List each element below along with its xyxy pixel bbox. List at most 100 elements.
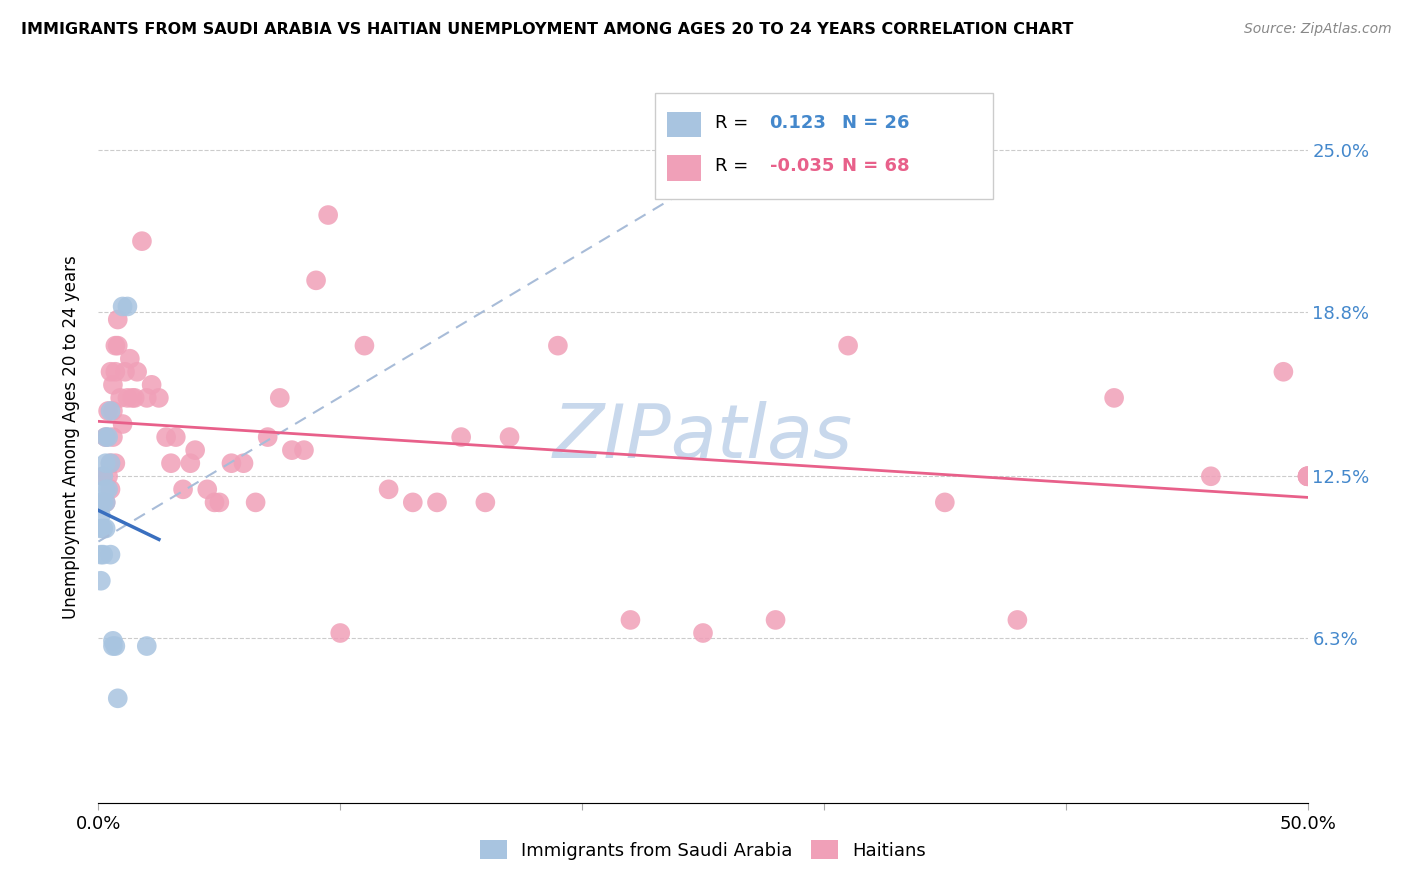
Point <box>184 443 207 458</box>
Point <box>135 391 157 405</box>
Point <box>1272 365 1295 379</box>
Point <box>305 273 328 287</box>
Point <box>104 639 127 653</box>
Point <box>256 430 278 444</box>
Point <box>107 691 129 706</box>
Point <box>117 391 139 405</box>
Point <box>692 626 714 640</box>
Point <box>329 626 352 640</box>
Point <box>108 391 131 405</box>
Point <box>91 521 114 535</box>
Point <box>131 234 153 248</box>
Point <box>232 456 254 470</box>
Point <box>107 339 129 353</box>
Point <box>292 443 315 458</box>
Point <box>94 430 117 444</box>
Legend: Immigrants from Saudi Arabia, Haitians: Immigrants from Saudi Arabia, Haitians <box>472 833 934 867</box>
Text: N = 68: N = 68 <box>842 158 910 176</box>
Point <box>547 339 569 353</box>
FancyBboxPatch shape <box>666 155 700 181</box>
Point <box>101 404 124 418</box>
Point <box>1102 391 1125 405</box>
Point <box>474 495 496 509</box>
Point <box>94 483 117 497</box>
Point <box>426 495 449 509</box>
Point <box>1007 613 1029 627</box>
Point <box>90 508 112 523</box>
Point <box>765 613 787 627</box>
Point <box>165 430 187 444</box>
Point <box>94 495 117 509</box>
Point <box>117 300 139 314</box>
Point <box>172 483 194 497</box>
Point <box>100 456 122 470</box>
Point <box>107 312 129 326</box>
Point <box>377 483 399 497</box>
Text: IMMIGRANTS FROM SAUDI ARABIA VS HAITIAN UNEMPLOYMENT AMONG AGES 20 TO 24 YEARS C: IMMIGRANTS FROM SAUDI ARABIA VS HAITIAN … <box>21 22 1073 37</box>
Text: Source: ZipAtlas.com: Source: ZipAtlas.com <box>1244 22 1392 37</box>
Point <box>208 495 231 509</box>
Point <box>100 404 122 418</box>
Text: R =: R = <box>716 158 754 176</box>
Point <box>155 430 177 444</box>
Point <box>111 417 134 431</box>
Point <box>90 521 112 535</box>
Point <box>94 521 117 535</box>
Point <box>127 365 149 379</box>
Point <box>97 404 120 418</box>
Point <box>135 639 157 653</box>
Text: ZIPatlas: ZIPatlas <box>553 401 853 473</box>
Point <box>118 351 141 366</box>
Point <box>195 483 218 497</box>
Point <box>281 443 304 458</box>
Text: R =: R = <box>716 113 754 131</box>
Point <box>90 495 112 509</box>
Point <box>97 483 120 497</box>
Point <box>619 613 641 627</box>
FancyBboxPatch shape <box>655 94 993 200</box>
Point <box>1296 469 1319 483</box>
Point <box>837 339 859 353</box>
Point <box>104 339 127 353</box>
Point <box>1296 469 1319 483</box>
Point <box>450 430 472 444</box>
Point <box>101 633 124 648</box>
Point <box>90 574 112 588</box>
Point <box>148 391 170 405</box>
Text: N = 26: N = 26 <box>842 113 910 131</box>
Point <box>141 377 163 392</box>
Point <box>111 300 134 314</box>
Point <box>104 365 127 379</box>
Point <box>101 639 124 653</box>
Point <box>104 456 127 470</box>
Point <box>91 469 114 483</box>
Point <box>245 495 267 509</box>
Point <box>934 495 956 509</box>
Point <box>97 430 120 444</box>
Point <box>1199 469 1222 483</box>
Point <box>101 430 124 444</box>
Point <box>97 469 120 483</box>
Point <box>100 456 122 470</box>
Point <box>160 456 183 470</box>
Point <box>91 548 114 562</box>
Point <box>269 391 291 405</box>
Point <box>101 377 124 392</box>
Point <box>100 365 122 379</box>
Point <box>91 469 114 483</box>
Point <box>114 365 136 379</box>
Point <box>498 430 520 444</box>
Point <box>94 456 117 470</box>
Point <box>179 456 201 470</box>
Point <box>121 391 143 405</box>
Point <box>94 430 117 444</box>
Point <box>1296 469 1319 483</box>
Point <box>124 391 146 405</box>
Point <box>353 339 375 353</box>
Point <box>100 483 122 497</box>
Text: 0.123: 0.123 <box>769 113 827 131</box>
Point <box>91 495 114 509</box>
Point <box>204 495 226 509</box>
Text: -0.035: -0.035 <box>769 158 834 176</box>
Point <box>94 495 117 509</box>
